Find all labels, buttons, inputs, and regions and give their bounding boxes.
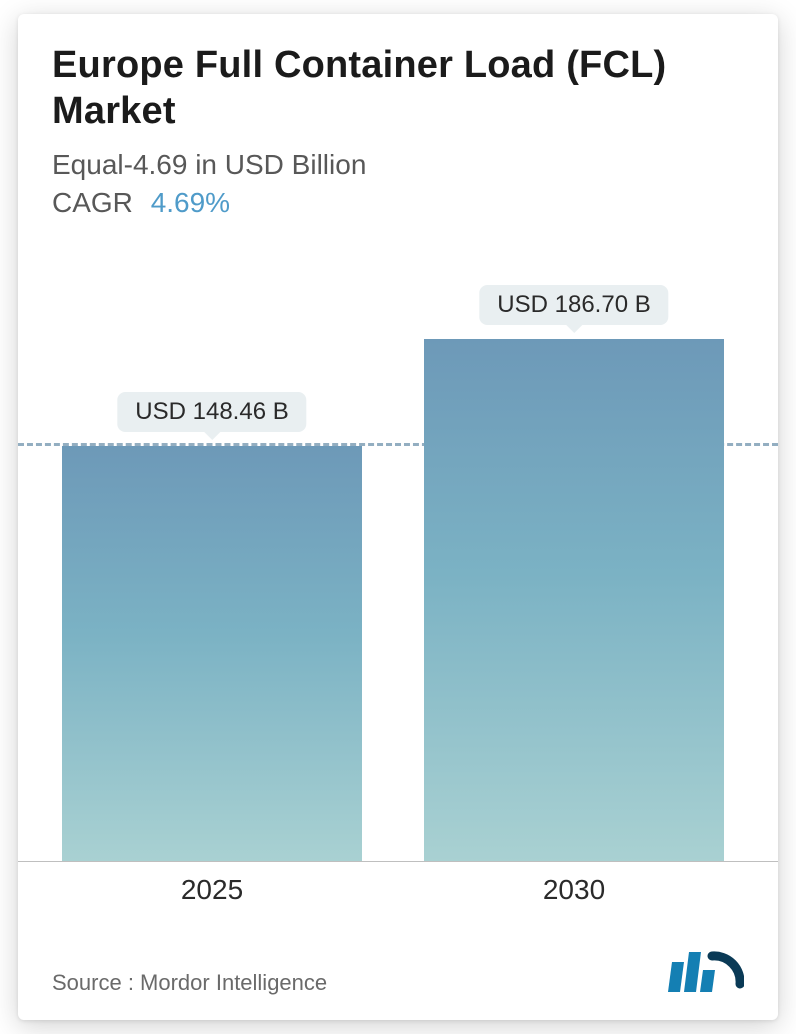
cagr-value: 4.69% xyxy=(151,187,230,218)
chart-area: USD 148.46 B USD 186.70 B 2025 2030 xyxy=(52,264,744,910)
bar-2030 xyxy=(424,339,724,862)
report-card: Europe Full Container Load (FCL) Market … xyxy=(18,14,778,1020)
bar-2025 xyxy=(62,446,362,862)
brand-logo-icon xyxy=(666,948,744,996)
x-label-2025: 2025 xyxy=(181,874,243,906)
baseline xyxy=(18,861,778,862)
source-text: Source : Mordor Intelligence xyxy=(52,970,327,996)
chart-title: Europe Full Container Load (FCL) Market xyxy=(52,42,744,135)
footer: Source : Mordor Intelligence xyxy=(52,948,744,996)
value-pill-2025: USD 148.46 B xyxy=(117,392,306,432)
cagr-label: CAGR xyxy=(52,187,133,218)
cagr-line: CAGR 4.69% xyxy=(52,187,744,219)
x-label-2030: 2030 xyxy=(543,874,605,906)
value-pill-2030: USD 186.70 B xyxy=(479,285,668,325)
chart-subtitle: Equal-4.69 in USD Billion xyxy=(52,149,744,181)
